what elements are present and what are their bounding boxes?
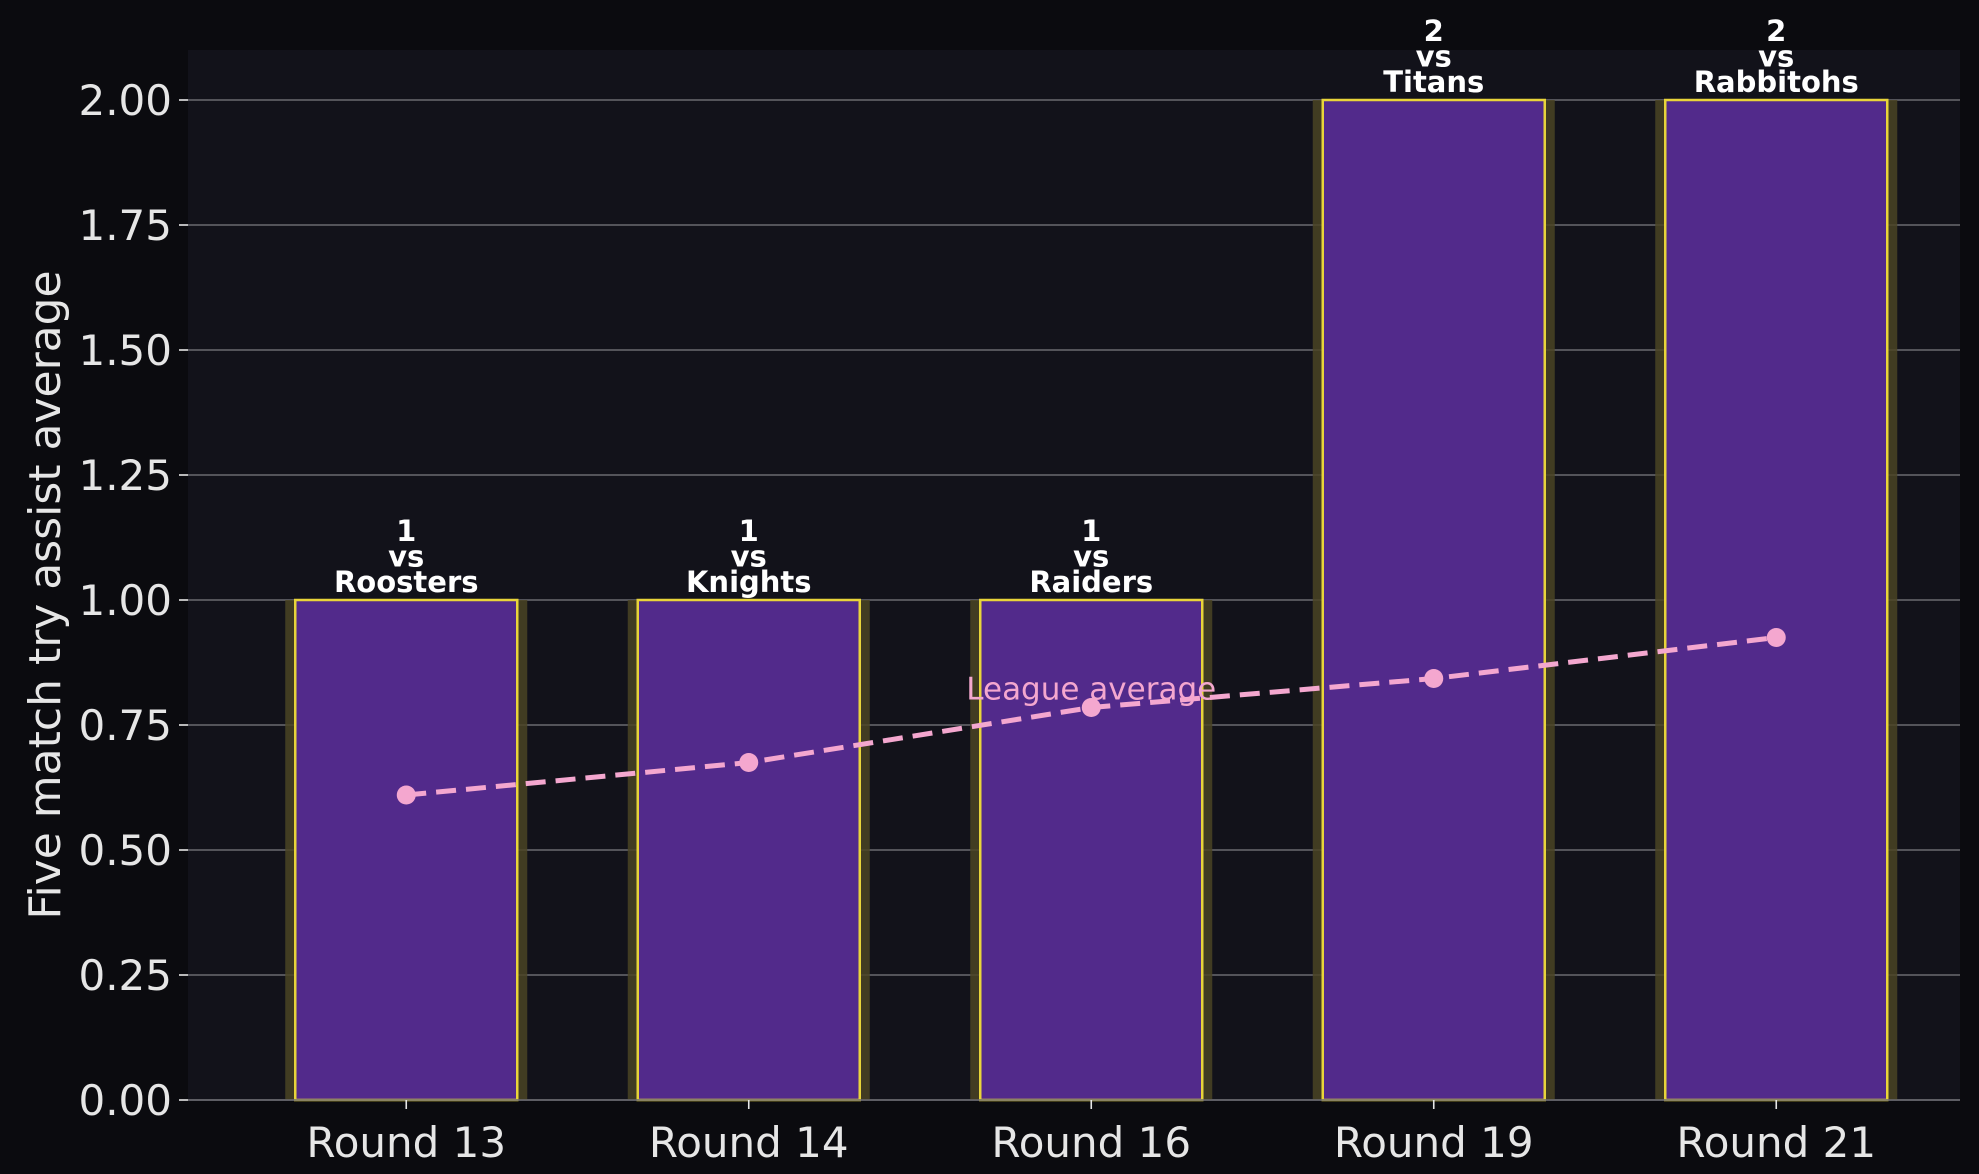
bar-label-line: 1 bbox=[396, 514, 416, 548]
league-average-series: League average bbox=[396, 628, 1786, 805]
league-average-point bbox=[1424, 669, 1444, 688]
bar-label-line: vs bbox=[731, 540, 767, 574]
y-tick-label: 0.50 bbox=[78, 826, 172, 875]
x-tick-label: Round 16 bbox=[991, 1118, 1191, 1167]
y-axis: 0.00 0.25 0.50 0.75 1.00 1.25 1.50 1.75 2.00 bbox=[78, 76, 188, 1125]
bar-label-line: vs bbox=[1416, 40, 1452, 74]
bar-label-line: 2 bbox=[1766, 14, 1786, 48]
y-tick-label: 1.50 bbox=[78, 326, 172, 375]
league-average-point bbox=[396, 785, 416, 805]
bar bbox=[1664, 98, 1889, 1102]
bar-label-line: Rabbitohs bbox=[1694, 65, 1859, 99]
league-average-point bbox=[1081, 698, 1101, 717]
y-tick-label: 1.00 bbox=[78, 576, 172, 625]
y-tick-label: 0.75 bbox=[78, 701, 172, 750]
y-tick-label: 1.75 bbox=[78, 201, 172, 250]
y-tick-label: 0.25 bbox=[78, 951, 172, 1000]
bar bbox=[979, 598, 1204, 1102]
bar-label-line: Raiders bbox=[1029, 565, 1153, 599]
bar bbox=[294, 598, 519, 1102]
bar bbox=[636, 598, 861, 1102]
bar bbox=[1321, 98, 1546, 1102]
bar-labels: 1vsRoosters1vsKnights1vsRaiders2vsTitans… bbox=[334, 14, 1859, 599]
x-tick-label: Round 13 bbox=[306, 1118, 506, 1167]
bar-label-line: vs bbox=[1758, 40, 1794, 74]
bar-label-line: Knights bbox=[686, 565, 812, 599]
x-tick-label: Round 19 bbox=[1334, 1118, 1534, 1167]
x-tick-label: Round 21 bbox=[1676, 1118, 1876, 1167]
bar-label-line: vs bbox=[1073, 540, 1109, 574]
x-axis: Round 13 Round 14 Round 16 Round 19 Round 21 bbox=[306, 1100, 1876, 1167]
bar-label-line: 1 bbox=[739, 514, 759, 548]
y-axis-title: Five match try assist average bbox=[20, 270, 71, 919]
bar-label-line: Titans bbox=[1383, 65, 1484, 99]
bar-label-line: Roosters bbox=[334, 565, 479, 599]
bars bbox=[285, 98, 1898, 1102]
bar-label-line: 2 bbox=[1424, 14, 1444, 48]
bar-label-line: 1 bbox=[1081, 514, 1101, 548]
x-tick-label: Round 14 bbox=[649, 1118, 849, 1167]
league-average-point bbox=[739, 753, 759, 772]
league-average-point bbox=[1766, 628, 1786, 647]
y-tick-label: 2.00 bbox=[78, 76, 172, 125]
league-average-label: League average bbox=[966, 672, 1216, 708]
y-tick-label: 1.25 bbox=[78, 451, 172, 500]
y-tick-label: 0.00 bbox=[78, 1076, 172, 1125]
bar-label-line: vs bbox=[388, 540, 424, 574]
